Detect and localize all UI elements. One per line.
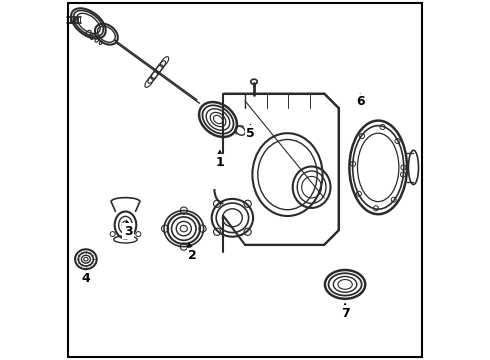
Text: 7: 7 bbox=[341, 307, 349, 320]
Text: 1: 1 bbox=[216, 156, 224, 168]
Text: 3: 3 bbox=[123, 225, 132, 238]
Text: 5: 5 bbox=[246, 127, 255, 140]
Text: 4: 4 bbox=[81, 273, 90, 285]
Text: 2: 2 bbox=[189, 249, 197, 262]
Text: 6: 6 bbox=[356, 95, 365, 108]
